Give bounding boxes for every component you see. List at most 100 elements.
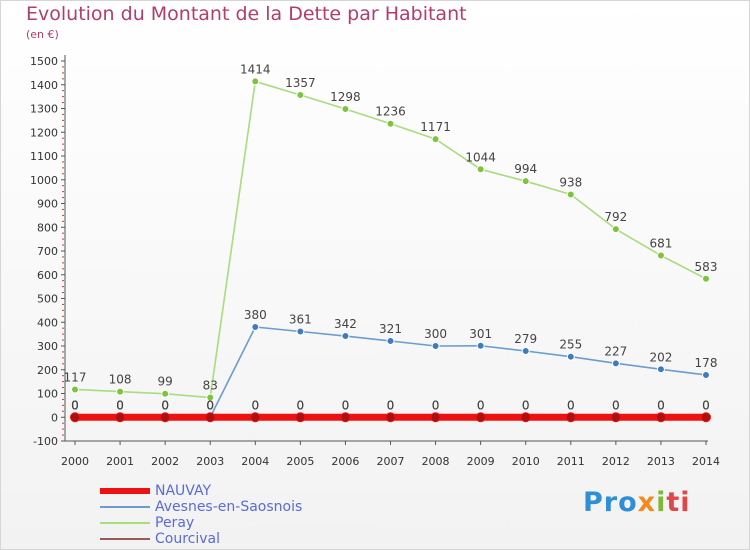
data-point [701, 412, 711, 423]
data-label: 0 [71, 398, 79, 412]
data-point [386, 337, 395, 346]
data-point [566, 352, 575, 361]
data-label: 0 [477, 398, 485, 412]
data-point [655, 412, 666, 423]
data-point [610, 412, 621, 423]
data-point [251, 323, 260, 331]
y-tick-label: 500 [37, 293, 58, 306]
data-point [115, 412, 126, 423]
data-label: 0 [297, 398, 305, 412]
data-point [386, 119, 395, 128]
y-tick-label: 600 [37, 269, 58, 282]
x-tick-label: 2009 [467, 455, 495, 468]
data-label: 0 [657, 398, 665, 412]
data-label: 0 [612, 398, 620, 412]
data-label: 0 [342, 398, 350, 412]
y-tick-label: 1300 [30, 103, 58, 116]
data-label: 0 [297, 398, 305, 412]
legend-swatch [100, 538, 150, 540]
x-tick-label: 2006 [331, 455, 359, 468]
y-tick-label: 400 [37, 316, 58, 329]
y-tick-label: 300 [37, 340, 58, 353]
data-label: 0 [251, 398, 259, 412]
data-label: 0 [71, 398, 79, 412]
data-label: 0 [657, 398, 665, 412]
y-tick-label: 700 [37, 245, 58, 258]
legend-swatch [100, 488, 150, 494]
data-label: 1357 [285, 76, 316, 90]
data-point [205, 412, 216, 423]
y-tick-label: 100 [37, 388, 58, 401]
data-label: 0 [206, 398, 214, 412]
data-point [702, 274, 710, 283]
data-label: 0 [116, 398, 124, 412]
data-label: 0 [567, 398, 575, 412]
data-point [431, 342, 440, 350]
data-label: 0 [522, 398, 530, 412]
data-label: 178 [695, 356, 718, 370]
legend-label: NAUVAY [155, 483, 212, 499]
data-label: 0 [387, 398, 395, 412]
data-label: 583 [695, 260, 718, 274]
x-tick-label: 2001 [106, 455, 134, 468]
data-label: 0 [432, 398, 440, 412]
data-label: 380 [244, 308, 267, 322]
data-label: 994 [514, 162, 537, 176]
data-label: 0 [116, 398, 124, 412]
data-point [161, 389, 170, 398]
x-tick-label: 2014 [692, 455, 720, 468]
data-label: 255 [559, 338, 582, 352]
data-point [566, 190, 575, 199]
data-label: 0 [522, 398, 530, 412]
data-label: 108 [109, 373, 132, 387]
x-tick-label: 2004 [241, 455, 269, 468]
data-point [430, 412, 441, 423]
data-label: 0 [702, 398, 710, 412]
data-label: 279 [514, 332, 537, 346]
data-point [520, 412, 531, 423]
data-label: 0 [161, 398, 169, 412]
data-label: 0 [342, 398, 350, 412]
data-label: 0 [71, 398, 79, 412]
data-point [431, 135, 440, 144]
data-point [295, 412, 306, 423]
data-point [71, 385, 79, 394]
data-label: 1171 [420, 120, 451, 134]
data-label: 0 [702, 398, 710, 412]
legend-label: Peray [155, 515, 195, 531]
legend-swatch [100, 506, 150, 508]
x-tick-label: 2005 [286, 455, 314, 468]
data-label: 1414 [240, 62, 271, 76]
data-label: 0 [612, 398, 620, 412]
y-tick-label: -100 [33, 435, 58, 448]
data-point [251, 77, 260, 86]
y-tick-label: 1500 [30, 55, 58, 68]
logo-part-4: ti [666, 487, 691, 518]
data-label: 202 [649, 350, 672, 364]
data-point [296, 90, 305, 99]
data-label: 300 [424, 327, 447, 341]
x-tick-label: 2008 [422, 455, 450, 468]
legend-label: Courcival [155, 531, 221, 547]
data-point [611, 225, 620, 234]
data-point [475, 412, 486, 423]
x-tick-label: 2002 [151, 455, 179, 468]
data-point [702, 370, 710, 379]
data-label: 0 [477, 398, 485, 412]
data-point [206, 393, 215, 402]
y-tick-label: 1400 [30, 79, 58, 92]
logo-part-1: Pro [583, 487, 638, 518]
data-label: 0 [251, 398, 259, 412]
legend-label: Avesnes-en-Saosnois [155, 499, 303, 515]
data-label: 342 [334, 317, 357, 331]
data-label: 227 [604, 344, 627, 358]
data-point [521, 177, 530, 186]
data-point [340, 412, 351, 423]
x-tick-label: 2012 [602, 455, 630, 468]
y-tick-label: 1100 [30, 150, 58, 163]
y-tick-label: 200 [37, 364, 58, 377]
x-tick-label: 2000 [61, 455, 89, 468]
data-point [656, 365, 665, 374]
logo-part-2: x [637, 487, 657, 518]
data-point [296, 327, 305, 336]
